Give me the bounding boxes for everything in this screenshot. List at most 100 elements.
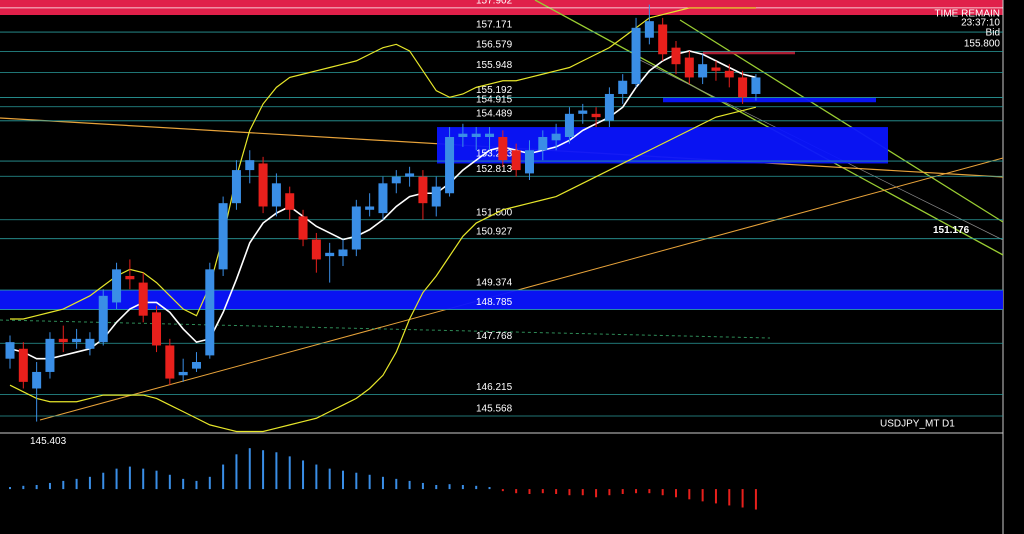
candle-body [285,193,295,210]
indicator-bar [342,470,344,490]
indicator-bar [475,485,478,490]
info-text: 23:37:10 [961,18,1000,29]
candle-body [5,342,15,359]
candle-body [138,282,148,316]
info-text: Bid [986,28,1000,39]
annotation: 151.176 [933,225,970,236]
zone [703,50,795,55]
candle-body [405,173,415,177]
overlay-line [9,106,757,433]
candle-body [658,24,668,55]
level-label: 154.489 [476,108,513,119]
candle-body [604,93,614,121]
trend-line [39,157,1004,421]
level-label: 149.374 [476,278,513,289]
indicator-bar [675,489,677,498]
indicator-bar [608,489,611,496]
indicator-bar [555,489,558,494]
indicator-bar [435,485,438,490]
annotation: 145.403 [30,436,67,447]
overlay-line [9,50,757,360]
candle-body [644,21,654,38]
candle-body [112,269,122,303]
level-label: 147.768 [476,331,513,342]
indicator-bar [315,464,318,490]
candle-body [311,239,321,260]
level-label: 154.915 [476,94,513,105]
info-text: 155.800 [964,39,1001,50]
candle-body [258,163,268,207]
indicator-bar [408,480,411,490]
indicator-bar [754,489,757,510]
level-label: 157.171 [476,20,513,31]
indicator-bar [195,480,198,490]
candle-body [551,133,561,141]
indicator-bar [688,489,691,500]
candle-body [98,295,108,343]
level-label: 155.192 [476,85,513,96]
candle-body [684,57,694,78]
indicator-bar [381,476,384,490]
level-label: 152.813 [476,164,513,175]
indicator-bar [262,450,265,490]
indicator-bar [741,489,744,508]
zone [0,290,1003,310]
level-label: 151.500 [476,207,513,218]
indicator-bar [421,482,424,490]
candle-body [18,348,28,382]
indicator-bar [235,454,238,490]
level-label: 156.579 [476,39,513,50]
candle-body [471,133,481,137]
indicator-bar [501,489,504,492]
candle-body [378,183,388,214]
candle-body [445,136,455,194]
candle-body [85,338,95,349]
candle-body [178,371,188,376]
candle-body [351,206,361,250]
chart-title: USDJPY_MT D1 [880,419,955,430]
candle-body [498,136,508,161]
indicator-bar [728,489,731,506]
candle-body [738,77,748,98]
candle-body [418,176,428,204]
info-text: TIME REMAIN [934,9,1000,20]
level-label: 148.785 [476,297,513,308]
candle-body [711,67,721,71]
indicator-bar [182,478,185,490]
candle-body [458,133,468,137]
level-label: 145.568 [476,404,513,415]
candle-body [245,160,255,171]
candle-body [45,338,55,372]
candle-body [671,47,681,65]
indicator-bar [142,468,145,490]
indicator-bar [714,489,717,504]
indicator-bar [288,456,291,490]
candle-body [231,170,241,204]
indicator-bar [48,482,51,490]
indicator-bar [661,489,664,496]
indicator-bar [75,478,78,490]
indicator-bar [62,480,65,490]
indicator-bar [488,487,491,490]
candle-body [538,136,548,151]
level-label: 146.215 [476,382,513,393]
indicator-bar [128,466,131,490]
candle-body [724,70,734,78]
candle-body [125,275,135,280]
candle-body [751,77,761,94]
candle-body [152,312,162,346]
indicator-bar [541,489,544,494]
indicator-bar [395,478,398,490]
candle-body [391,176,401,184]
indicator-bar [621,489,624,494]
indicator-bar [35,485,38,490]
indicator-bar [328,468,331,490]
candle-body [325,252,335,257]
indicator-bar [701,489,704,502]
candle-body [591,113,601,118]
indicator-bar [648,489,651,494]
candle-body [205,269,215,356]
